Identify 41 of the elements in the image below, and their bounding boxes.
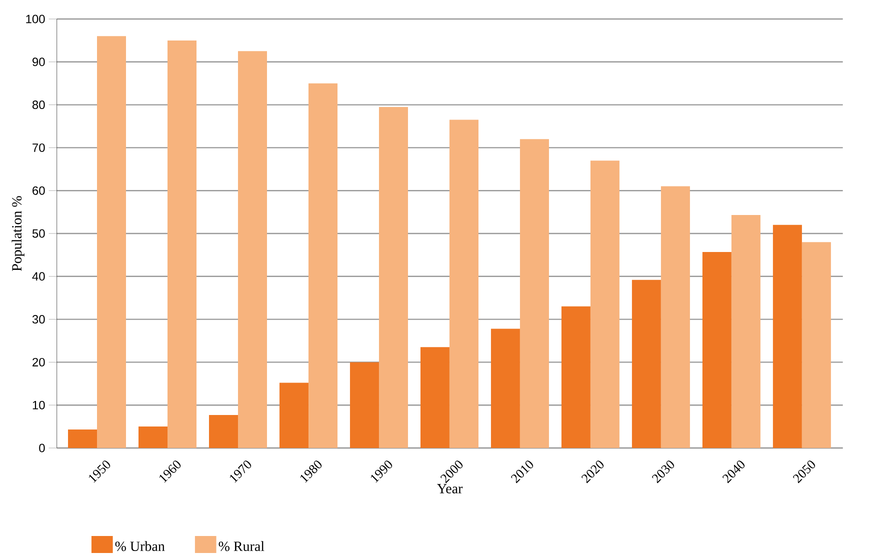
bar bbox=[561, 306, 590, 448]
x-tick-label: 1960 bbox=[159, 460, 181, 483]
bar bbox=[632, 280, 661, 448]
bar bbox=[449, 120, 478, 448]
y-tick-label: 10 bbox=[32, 400, 45, 410]
y-tick-label: 30 bbox=[32, 314, 45, 324]
bar bbox=[731, 214, 760, 448]
bar bbox=[420, 346, 450, 448]
y-tick-label: 100 bbox=[26, 14, 45, 24]
bar bbox=[279, 382, 308, 448]
bar bbox=[97, 36, 126, 448]
y-axis-title: Population % bbox=[12, 196, 24, 271]
bar bbox=[772, 224, 802, 448]
y-tick-label: 20 bbox=[32, 358, 45, 366]
y-tick-label: 50 bbox=[32, 229, 45, 238]
y-tick-label: 70 bbox=[32, 143, 45, 152]
y-tick-label: 0 bbox=[39, 444, 45, 452]
bar bbox=[520, 138, 549, 448]
y-tick-label: 80 bbox=[32, 100, 45, 109]
bar bbox=[208, 414, 238, 448]
y-tick-label: 60 bbox=[32, 186, 45, 195]
bar bbox=[138, 426, 168, 448]
bar bbox=[350, 362, 379, 448]
x-tick-label: 1980 bbox=[300, 460, 322, 483]
bar bbox=[702, 252, 732, 448]
bar bbox=[378, 106, 408, 448]
bar bbox=[590, 160, 620, 448]
bar bbox=[802, 242, 831, 448]
bar bbox=[68, 429, 98, 448]
bar bbox=[168, 40, 196, 448]
legend-label: % Rural bbox=[218, 540, 264, 551]
legend-label: % Urban bbox=[115, 540, 165, 551]
x-tick-label: 1990 bbox=[370, 460, 392, 483]
x-tick-label: 1970 bbox=[230, 460, 252, 483]
bar bbox=[660, 186, 690, 448]
bar bbox=[490, 328, 520, 448]
y-tick-label: 40 bbox=[32, 272, 45, 280]
y-tick-label: 90 bbox=[32, 57, 45, 66]
bar bbox=[308, 83, 338, 448]
x-axis-title: Year bbox=[437, 484, 463, 494]
bar bbox=[238, 50, 267, 448]
